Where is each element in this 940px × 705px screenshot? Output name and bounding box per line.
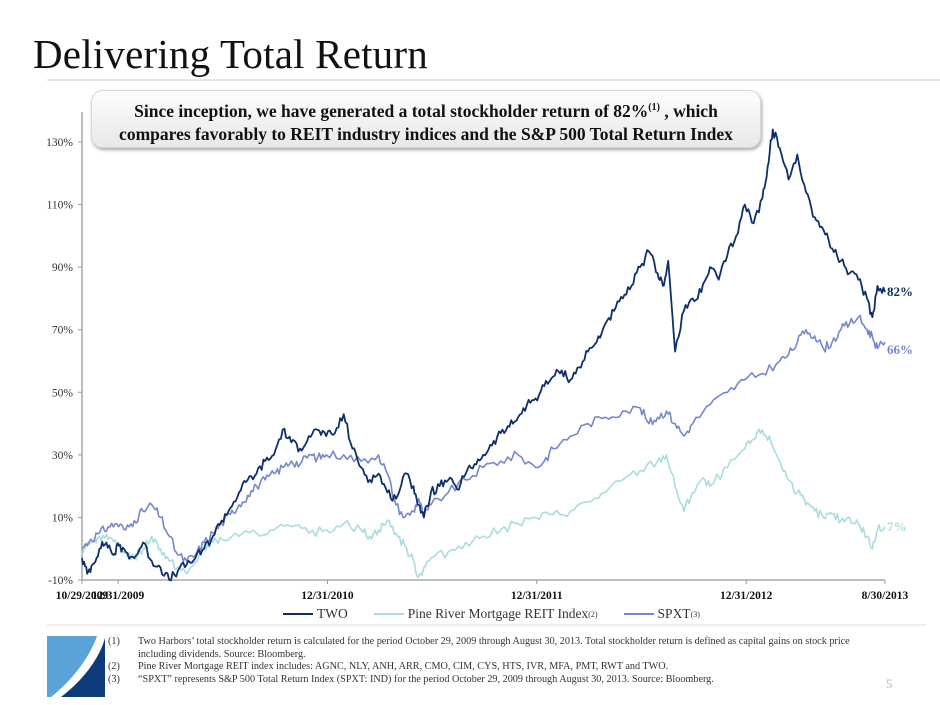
legend-label-spxt: SPXT: [657, 606, 691, 621]
footnote-number: (3): [108, 673, 120, 685]
callout-text-1b: , which: [659, 100, 718, 121]
callout-box: Since inception, we have generated a tot…: [91, 90, 761, 148]
x-tick-label: 12/31/2012: [720, 590, 773, 600]
chart-end-labels: 82% 66% 7%: [887, 284, 913, 534]
legend-label-two: TWO: [317, 606, 348, 621]
footnote-3: (3) “SPXT” represents S&P 500 Total Retur…: [108, 674, 888, 687]
legend-swatch-spxt: [623, 612, 654, 616]
footnote-text: Two Harbors’ total stockholder return is…: [138, 636, 850, 660]
x-tick-label: 12/31/2010: [301, 590, 354, 600]
x-tick-label: 12/31/2009: [92, 590, 145, 600]
line-chart: -10%10%30%50%70%90%110%130%10/29/200912/…: [46, 112, 913, 600]
callout-footnote-ref: (1): [648, 102, 660, 113]
chart-legend: TWO Pine River Mortgage REIT Index (2) SP…: [283, 606, 726, 622]
series-line-pine-river: [81, 428, 886, 578]
callout-line-2: compares favorably to REIT industry indi…: [119, 123, 733, 144]
page-title: Delivering Total Return: [33, 31, 428, 77]
legend-item-spxt: SPXT (3): [623, 606, 700, 622]
footnote-number: (1): [108, 636, 120, 647]
y-tick-label: 70%: [52, 325, 74, 337]
footnote-number: (2): [108, 661, 120, 673]
logo-dark-shape: [61, 638, 105, 697]
end-label-two: 82%: [887, 284, 913, 299]
y-tick-label: -10%: [48, 575, 73, 587]
footnotes: (1) Two Harbors’ total stockholder return…: [108, 636, 888, 686]
logo-light-shape: [47, 636, 97, 697]
two-harbors-logo: [47, 636, 105, 697]
legend-label-pine-river: Pine River Mortgage REIT Index: [407, 606, 589, 621]
title-divider: [47, 79, 940, 81]
y-tick-label: 10%: [52, 512, 74, 524]
footnote-text: “SPXT” represents S&P 500 Total Return I…: [138, 673, 714, 685]
y-tick-label: 110%: [47, 200, 74, 212]
footnote-text: Pine River Mortgage REIT index includes:…: [138, 661, 669, 673]
end-label-spxt: 66%: [887, 342, 913, 357]
legend-item-two: TWO: [283, 606, 348, 622]
y-tick-label: 30%: [52, 450, 74, 462]
footer-divider: [47, 624, 927, 626]
chart-axes: -10%10%30%50%70%90%110%130%10/29/200912/…: [46, 112, 909, 600]
x-tick-label: 12/31/2011: [511, 590, 563, 600]
legend-item-pine-river: Pine River Mortgage REIT Index (2): [373, 606, 598, 622]
x-tick-label: 8/30/2013: [862, 590, 909, 600]
legend-footnote-ref-3: (3): [690, 609, 700, 619]
footnote-2: (2) Pine River Mortgage REIT index includ…: [108, 661, 888, 674]
page-number: 5: [886, 676, 893, 691]
y-tick-label: 130%: [46, 137, 73, 149]
y-tick-label: 50%: [52, 387, 74, 399]
legend-footnote-ref-2: (2): [588, 609, 598, 619]
y-tick-label: 90%: [52, 262, 74, 274]
legend-swatch-two: [283, 612, 313, 616]
series-line-spxt: [81, 314, 886, 562]
legend-swatch-pine-river: [373, 612, 404, 616]
footnote-1: (1) Two Harbors’ total stockholder return…: [108, 636, 888, 661]
end-label-pine-river: 7%: [887, 519, 907, 534]
callout-line-1: Since inception, we have generated a tot…: [92, 96, 760, 123]
x-tick-label: 10/29/2009: [56, 590, 109, 600]
series-line-two: [81, 128, 886, 582]
chart-lines: [81, 128, 886, 582]
callout-text-1a: Since inception, we have generated a tot…: [134, 100, 649, 121]
